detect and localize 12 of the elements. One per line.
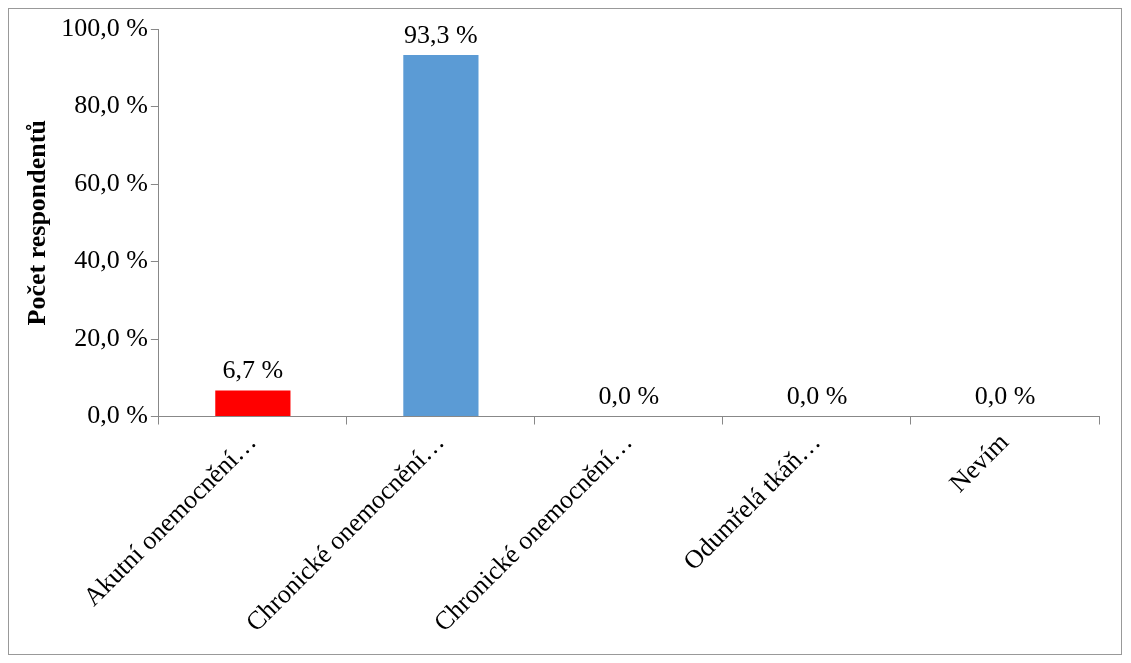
y-tick-label: 40,0 % (74, 245, 148, 275)
data-label: 0,0 % (786, 381, 848, 411)
data-label: 93,3 % (404, 19, 478, 49)
data-label: 6,7 % (222, 355, 284, 385)
data-label: 0,0 % (598, 381, 660, 411)
y-tick-label: 100,0 % (61, 12, 148, 42)
y-tick-label: 20,0 % (74, 322, 148, 352)
y-tick-label: 60,0 % (74, 167, 148, 197)
data-label: 0,0 % (974, 381, 1036, 411)
y-axis-title: Počet respondentů (22, 120, 52, 326)
y-tick-label: 0,0 % (87, 400, 148, 430)
y-tick-label: 80,0 % (74, 90, 148, 120)
